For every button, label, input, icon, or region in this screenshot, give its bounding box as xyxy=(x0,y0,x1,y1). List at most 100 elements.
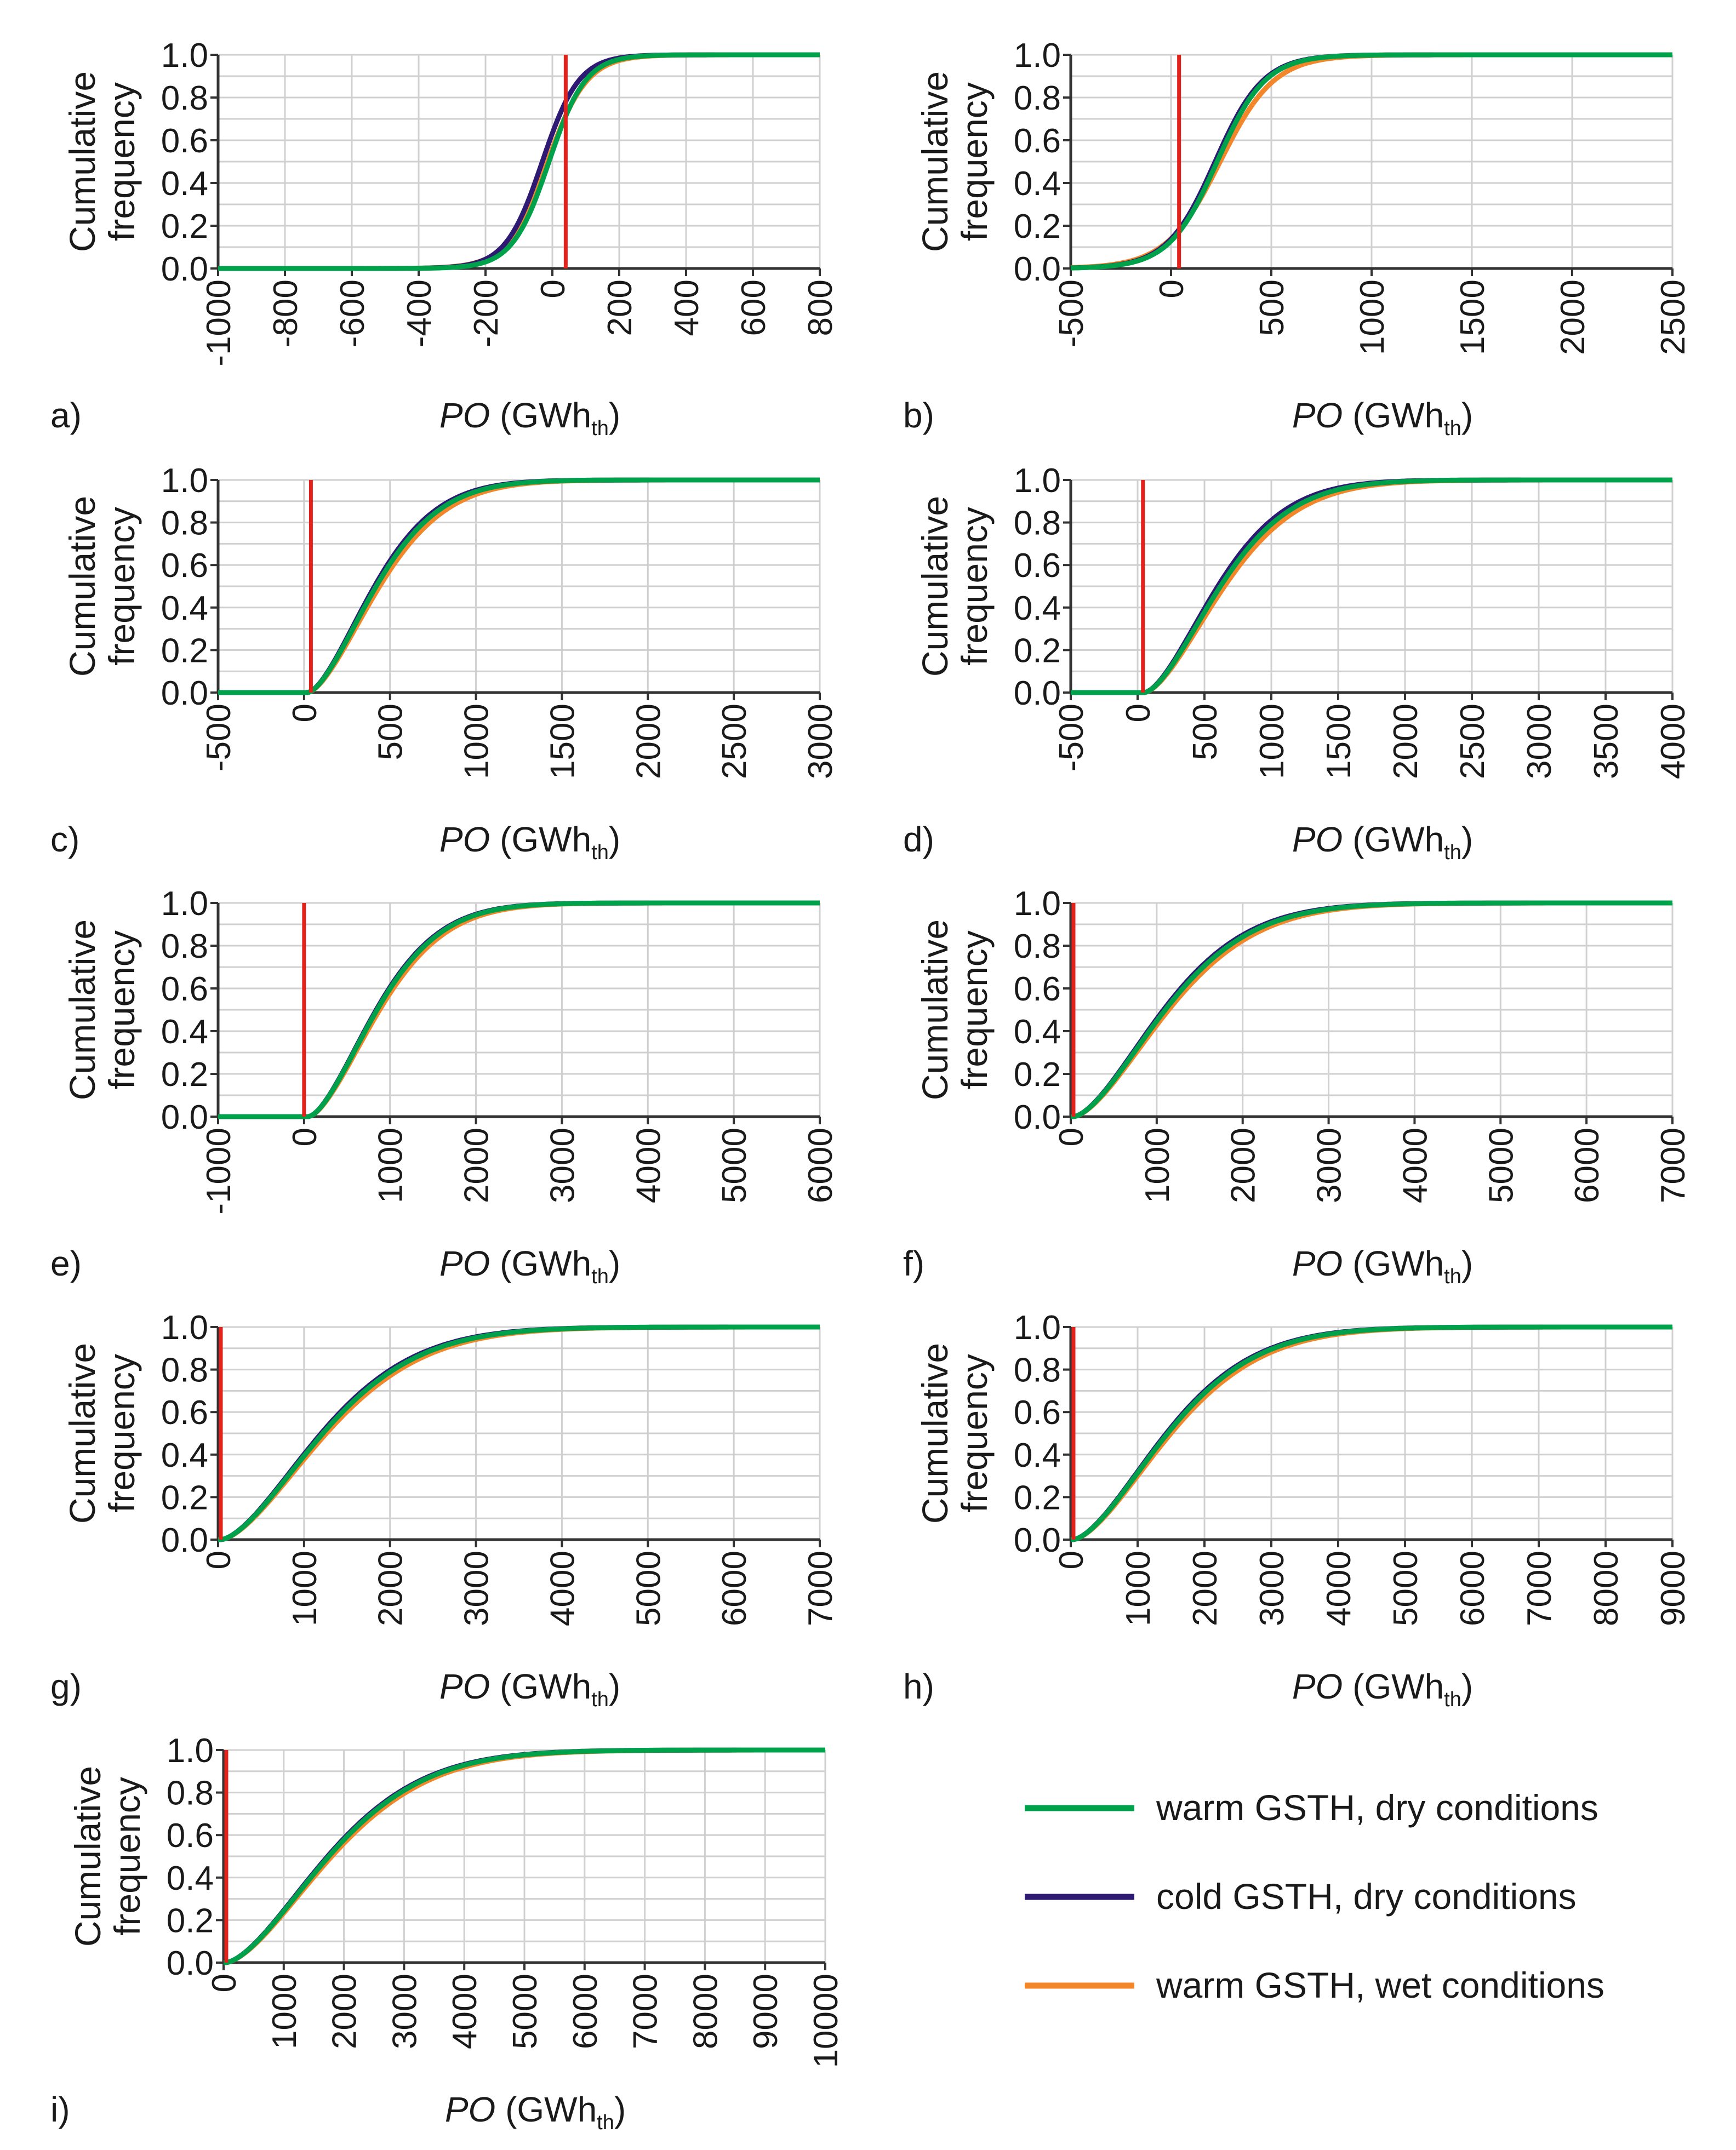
y-tick-label: 0.0 xyxy=(1014,1099,1061,1136)
x-axis-title-close: ) xyxy=(609,1244,620,1283)
chart-panel-a: 0.0 0.2 0.4 0.6 0.8 1.0 -1000 -800 -600 -400 -200 0… xyxy=(50,37,840,440)
y-tick-label: 0.0 xyxy=(161,250,208,288)
x-axis-title-unit: (GWh xyxy=(1343,820,1444,859)
x-tick-label: 7000 xyxy=(802,1551,840,1626)
x-axis-title: PO (GWhth) xyxy=(1292,820,1473,864)
y-tick-label: 0.2 xyxy=(167,1902,214,1940)
x-tick-label: 600 xyxy=(735,279,773,336)
x-axis-title-unit: (GWh xyxy=(1343,1667,1444,1706)
x-tick-label: 1500 xyxy=(544,704,581,779)
y-tick-label: 0.4 xyxy=(161,590,208,627)
panel-label: i) xyxy=(50,2090,70,2129)
y-tick-label: 1.0 xyxy=(167,1732,214,1770)
chart-panel-g: 0.0 0.2 0.4 0.6 0.8 1.0 0 1000 2000 3000 4000 5000 6… xyxy=(50,1309,840,1711)
y-tick-label: 0.6 xyxy=(1014,122,1061,160)
x-axis-title-close: ) xyxy=(614,2090,626,2129)
chart-panel-f: 0.0 0.2 0.4 0.6 0.8 1.0 0 1000 2000 3000 4000 5000 6… xyxy=(903,885,1692,1288)
legend: warm GSTH, dry conditions cold GSTH, dry … xyxy=(1025,1787,1604,2005)
x-tick-label: 4000 xyxy=(1396,1128,1434,1203)
x-tick-label: 5000 xyxy=(1387,1551,1425,1626)
x-axis-title: PO (GWhth) xyxy=(445,2090,626,2134)
x-tick-label: 1000 xyxy=(1120,1551,1157,1626)
x-axis-title-subscript: th xyxy=(591,1265,609,1288)
x-axis-title-subscript: th xyxy=(1444,1265,1461,1288)
x-tick-label: 1500 xyxy=(1320,704,1358,779)
y-tick-label: 0.2 xyxy=(1014,632,1061,670)
x-tick-label: 1000 xyxy=(266,1974,304,2049)
y-tick-label: 0.6 xyxy=(161,1394,208,1432)
panel-label: d) xyxy=(903,820,934,859)
y-tick-label: 0.8 xyxy=(1014,79,1061,117)
y-tick-label: 0.8 xyxy=(161,928,208,965)
x-tick-label: 3000 xyxy=(1521,704,1558,779)
x-tick-label: -500 xyxy=(1053,279,1090,347)
x-axis-title-variable: PO xyxy=(439,396,490,435)
x-axis-title: PO (GWhth) xyxy=(1292,1244,1473,1288)
y-axis-title-line2: frequency xyxy=(101,82,142,241)
y-tick-label: 0.2 xyxy=(161,208,208,245)
x-tick-label: 2000 xyxy=(326,1974,364,2049)
x-tick-label: 1500 xyxy=(1454,279,1492,355)
x-tick-label: 6000 xyxy=(1454,1551,1492,1626)
x-axis-title-unit: (GWh xyxy=(490,1244,591,1283)
panel-label: a) xyxy=(50,396,82,435)
series-line-warm-gsth-dry-conditions xyxy=(218,477,820,695)
x-tick-label: -500 xyxy=(200,704,238,771)
x-axis-title: PO (GWhth) xyxy=(439,820,620,864)
y-tick-label: 0.0 xyxy=(1014,250,1061,288)
y-tick-label: 0.4 xyxy=(161,1013,208,1051)
x-axis-title-subscript: th xyxy=(1444,1688,1461,1711)
x-tick-label: 6000 xyxy=(802,1128,840,1203)
x-axis-title-variable: PO xyxy=(1292,396,1343,435)
x-tick-label: 200 xyxy=(601,279,639,336)
y-tick-label: 0.8 xyxy=(161,505,208,542)
y-tick-label: 0.6 xyxy=(167,1817,214,1855)
x-tick-label: 10000 xyxy=(807,1974,845,2068)
x-tick-label: 0 xyxy=(1120,704,1157,722)
x-tick-label: -800 xyxy=(267,279,305,347)
x-axis-title-unit: (GWh xyxy=(490,1667,591,1706)
y-tick-label: 0.0 xyxy=(1014,674,1061,712)
y-axis-title-line1: Cumulative xyxy=(915,496,955,677)
y-tick-label: 1.0 xyxy=(1014,885,1061,923)
x-tick-label: 0 xyxy=(205,1974,243,1992)
x-tick-label: -400 xyxy=(401,279,438,347)
x-tick-label: 500 xyxy=(1253,279,1291,336)
y-tick-label: 0.4 xyxy=(1014,165,1061,203)
y-axis-title-line2: frequency xyxy=(101,507,142,666)
series-line-warm-gsth-dry-conditions xyxy=(1071,477,1672,695)
x-tick-label: 2000 xyxy=(458,1128,496,1203)
chart-panel-e: 0.0 0.2 0.4 0.6 0.8 1.0 -1000 0 1000 2000 3000 4000… xyxy=(50,885,840,1288)
x-axis-title-unit: (GWh xyxy=(490,396,591,435)
x-tick-label: 8000 xyxy=(687,1974,724,2049)
x-tick-label: 2000 xyxy=(1225,1128,1263,1203)
x-axis-title: PO (GWhth) xyxy=(439,1667,620,1711)
y-tick-label: 0.4 xyxy=(1014,1437,1061,1474)
x-tick-label: 5000 xyxy=(716,1128,753,1203)
x-tick-label: 1000 xyxy=(286,1551,324,1626)
x-axis-title-variable: PO xyxy=(439,1244,490,1283)
y-tick-label: 1.0 xyxy=(1014,37,1061,75)
y-axis-title-line1: Cumulative xyxy=(62,919,102,1100)
x-axis-title-close: ) xyxy=(609,396,620,435)
legend-label-2: cold GSTH, dry conditions xyxy=(1156,1876,1577,1917)
series-line-warm-gsth-dry-conditions xyxy=(218,1324,820,1542)
y-tick-label: 0.6 xyxy=(1014,970,1061,1008)
x-axis-title-unit: (GWh xyxy=(495,2090,597,2129)
y-tick-label: 1.0 xyxy=(161,37,208,75)
y-tick-label: 1.0 xyxy=(161,885,208,923)
chart-panel-b: 0.0 0.2 0.4 0.6 0.8 1.0 -500 0 500 1000 1500 2000 25… xyxy=(903,37,1692,440)
y-axis-title-line1: Cumulative xyxy=(62,71,102,252)
x-tick-label: 0 xyxy=(1053,1128,1090,1146)
x-axis-title-subscript: th xyxy=(591,1688,609,1711)
x-tick-label: -1000 xyxy=(200,1128,238,1215)
y-axis-title-line1: Cumulative xyxy=(62,496,102,677)
panel-label: g) xyxy=(50,1667,82,1706)
x-tick-label: 500 xyxy=(372,704,410,760)
x-tick-label: 7000 xyxy=(1654,1128,1692,1203)
y-tick-label: 0.2 xyxy=(161,632,208,670)
x-tick-label: 3000 xyxy=(1311,1128,1349,1203)
y-tick-label: 1.0 xyxy=(1014,462,1061,500)
x-tick-label: 1000 xyxy=(372,1128,410,1203)
